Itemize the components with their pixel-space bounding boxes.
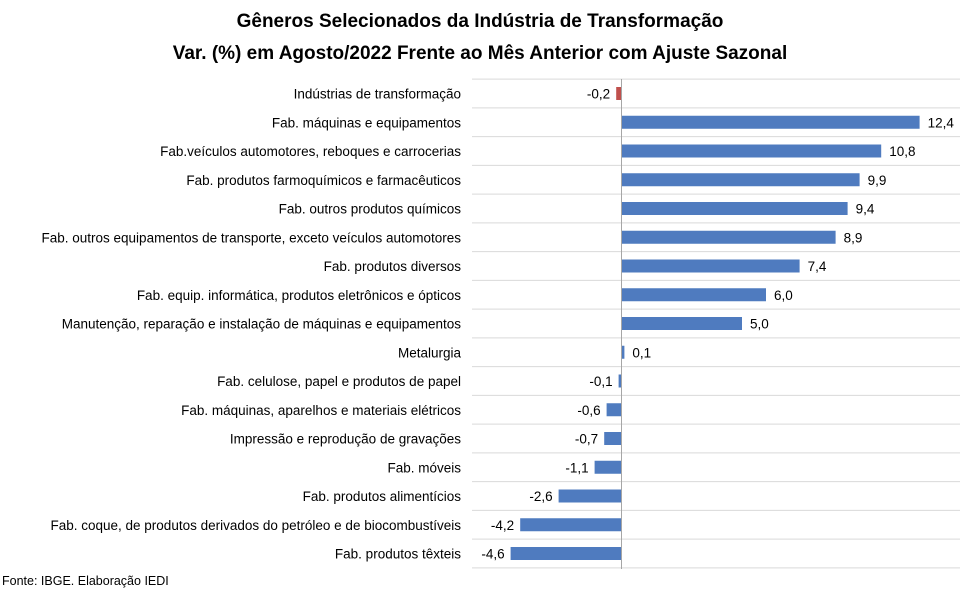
data-label: -2,6 <box>529 489 552 504</box>
data-label: -0,6 <box>577 403 600 418</box>
data-label: 5,0 <box>750 317 769 332</box>
category-label: Indústrias de transformação <box>294 87 461 102</box>
category-label: Fab. móveis <box>387 460 461 475</box>
data-label: 12,4 <box>928 115 955 130</box>
bar <box>622 288 766 302</box>
category-label: Impressão e reprodução de gravações <box>230 432 461 447</box>
data-label: 9,4 <box>856 202 875 217</box>
bar <box>604 432 621 445</box>
bar <box>618 374 621 388</box>
category-label: Fab. celulose, papel e produtos de papel <box>217 374 461 389</box>
data-label: -4,2 <box>491 518 514 533</box>
category-label: Manutenção, reparação e instalação de má… <box>62 317 462 332</box>
data-label: -0,1 <box>589 374 612 389</box>
data-label: 6,0 <box>774 288 793 303</box>
source-note: Fonte: IBGE. Elaboração IEDI <box>2 574 169 588</box>
bar <box>622 202 848 215</box>
bar <box>622 230 836 244</box>
data-label: -1,1 <box>565 460 588 475</box>
bar <box>622 115 920 129</box>
category-label: Fab. máquinas e equipamentos <box>272 115 461 130</box>
data-label: 0,1 <box>632 345 651 360</box>
data-label: 10,8 <box>889 144 915 159</box>
bar <box>606 403 621 417</box>
category-label: Fab. produtos têxteis <box>335 547 461 562</box>
data-label: -0,7 <box>575 432 598 447</box>
category-label: Fab. outros equipamentos de transporte, … <box>42 230 462 245</box>
category-label: Fab. produtos diversos <box>324 259 462 274</box>
bar <box>622 144 882 158</box>
bar <box>510 547 621 560</box>
bar <box>622 259 800 273</box>
category-label: Fab. equip. informática, produtos eletrô… <box>137 288 461 303</box>
data-label: 7,4 <box>808 259 827 274</box>
category-label: Fab.veículos automotores, reboques e car… <box>160 144 461 159</box>
chart-title: Gêneros Selecionados da Indústria de Tra… <box>236 11 724 32</box>
category-label: Fab. coque, de produtos derivados do pet… <box>50 518 461 533</box>
data-label: -4,6 <box>481 547 504 562</box>
data-label: 9,9 <box>868 173 887 188</box>
category-label: Metalurgia <box>398 345 462 360</box>
category-label: Fab. máquinas, aparelhos e materiais elé… <box>181 403 461 418</box>
category-label: Fab. outros produtos químicos <box>279 202 462 217</box>
chart-subtitle: Var. (%) em Agosto/2022 Frente ao Mês An… <box>172 43 788 64</box>
bar <box>594 460 621 474</box>
bar <box>622 173 860 187</box>
bar <box>622 317 742 330</box>
bar <box>520 518 621 532</box>
data-label: -0,2 <box>587 87 610 102</box>
category-label: Fab. produtos alimentícios <box>303 489 462 504</box>
bar <box>616 87 621 100</box>
category-label: Fab. produtos farmoquímicos e farmacêuti… <box>186 173 461 188</box>
bar-chart: Indústrias de transformação -0,2 Fab. máqu… <box>42 78 960 569</box>
bar <box>558 489 621 503</box>
data-label: 8,9 <box>844 230 863 245</box>
bar <box>622 345 625 359</box>
